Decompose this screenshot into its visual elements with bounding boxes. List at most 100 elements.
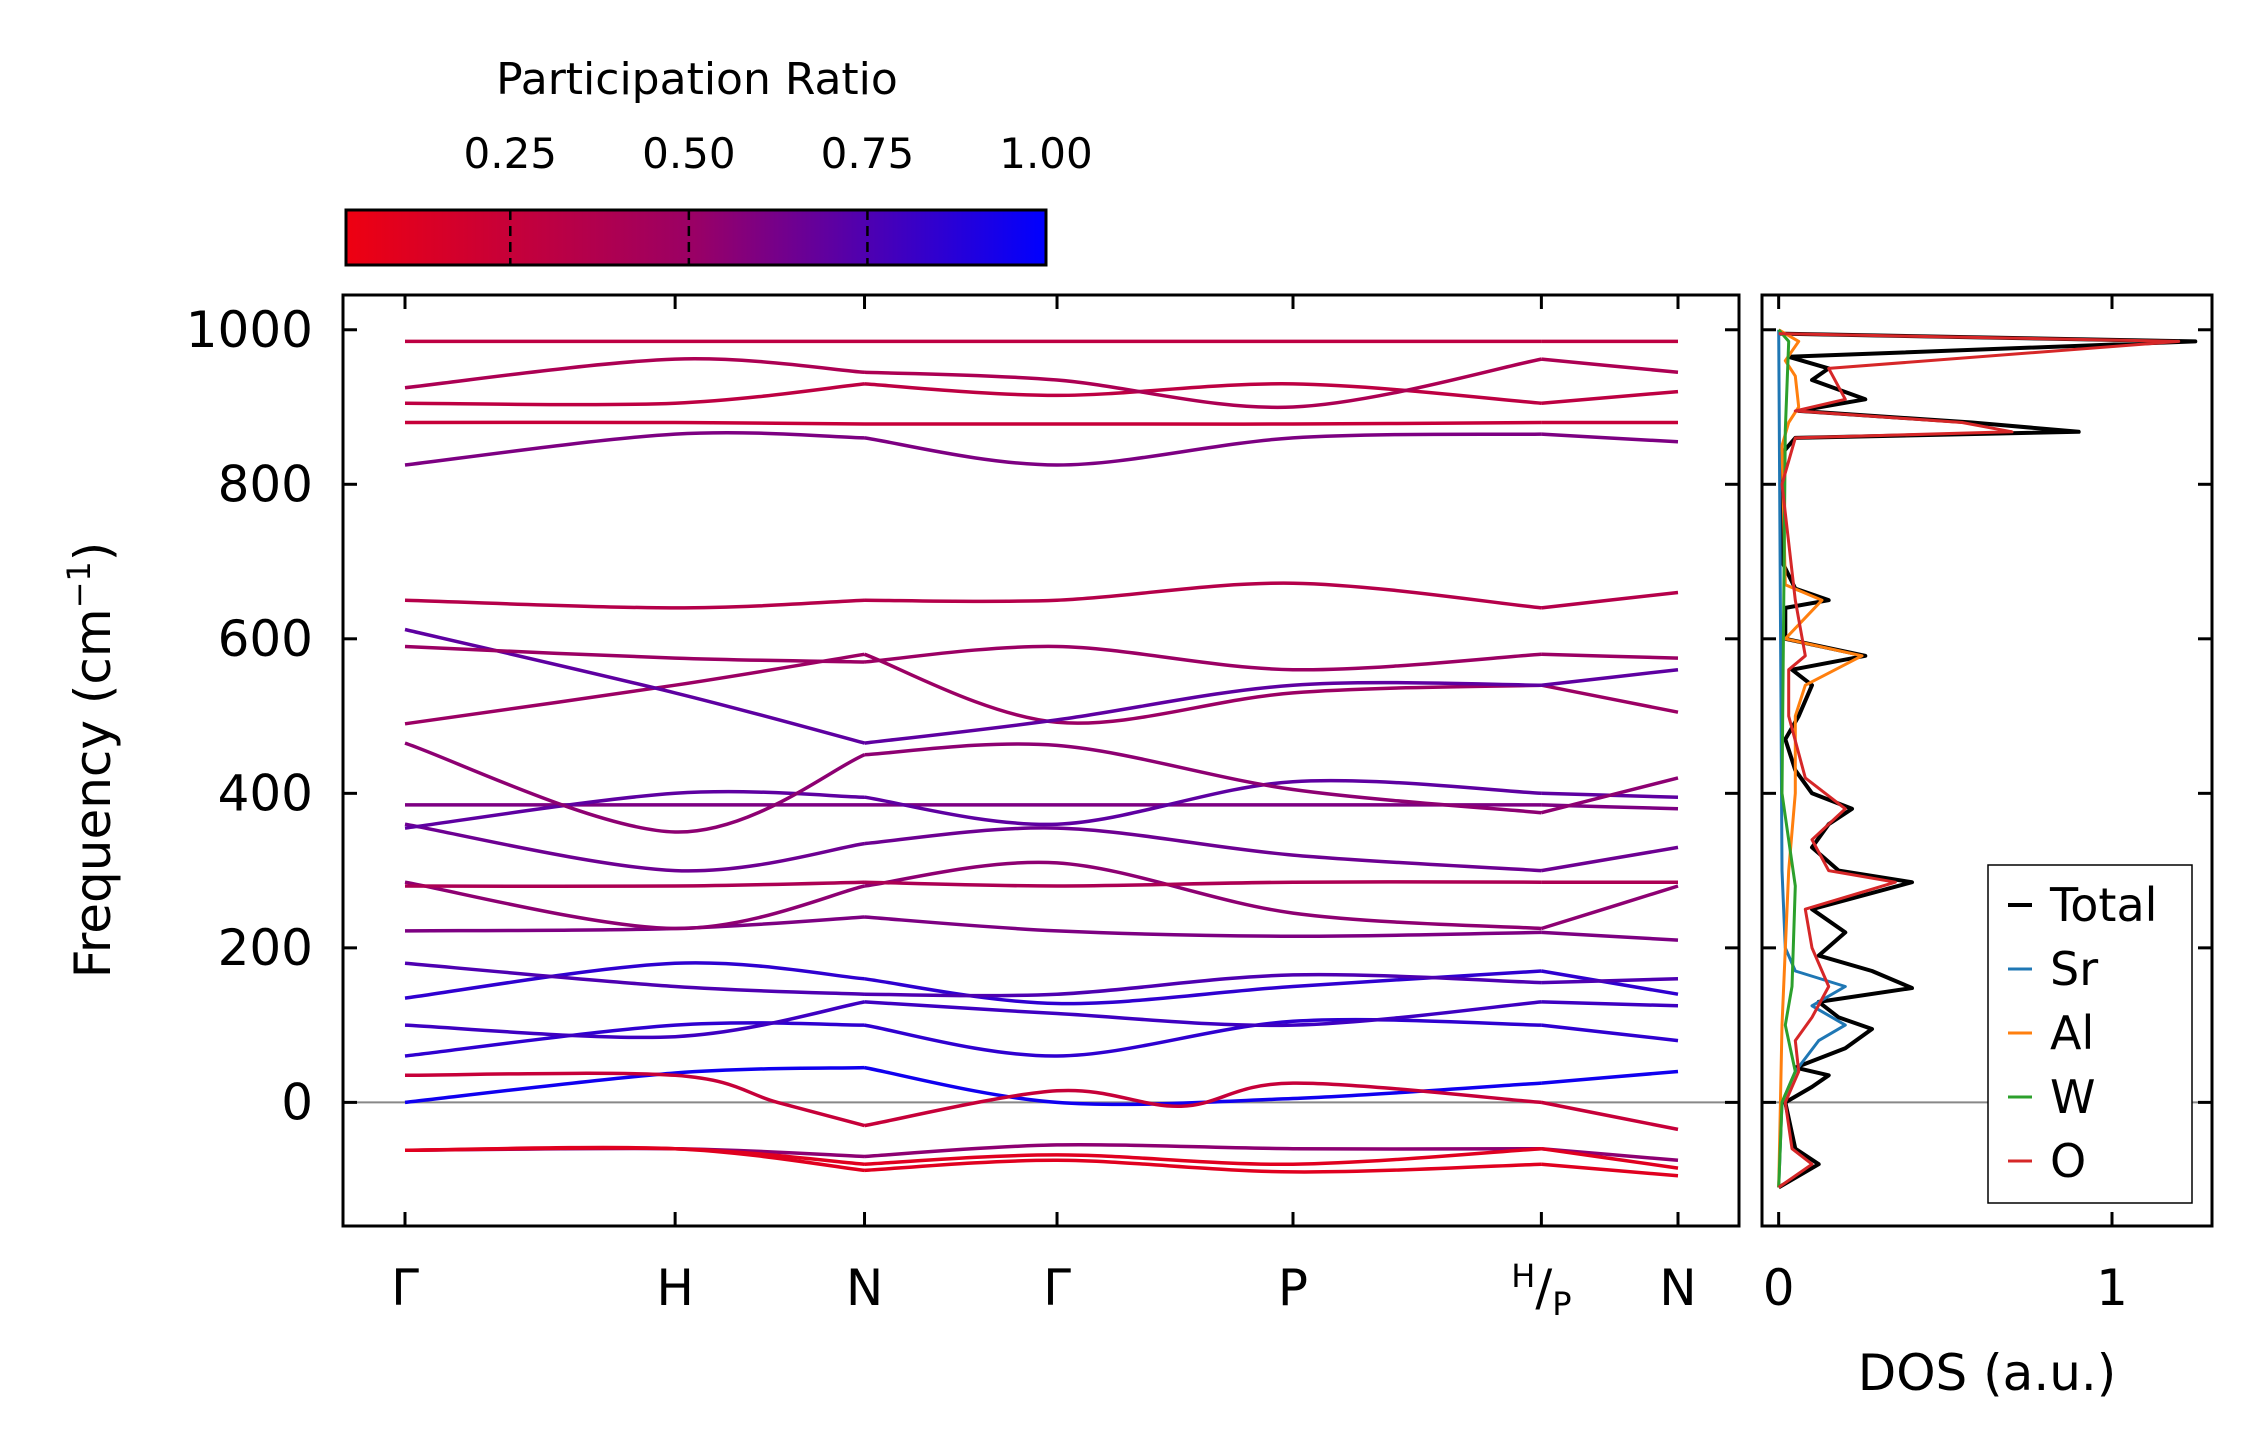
dos-series-w xyxy=(1777,328,1797,1188)
band-19-seg-2 xyxy=(1541,652,1679,660)
colorbar-label: Participation Ratio xyxy=(496,54,898,105)
colorbar: Participation Ratio 0.25 0.50 0.75 1.00 xyxy=(344,54,1093,267)
band-9-seg-2 xyxy=(1541,977,1679,985)
legend-label-sr: Sr xyxy=(2050,942,2098,996)
y-tick-label-0: 0 xyxy=(281,1073,313,1131)
y-tick-label-5: 1000 xyxy=(186,301,313,359)
k-label-4: P xyxy=(1278,1259,1308,1317)
y-tick-label-1: 200 xyxy=(218,919,313,977)
colorbar-tick-label-2: 0.75 xyxy=(821,129,915,178)
band-18-seg-2 xyxy=(1541,667,1679,687)
dos-series-total xyxy=(1777,331,2198,1190)
band-7-seg-1 xyxy=(864,1000,1542,1028)
band-3-seg-0 xyxy=(404,1145,865,1173)
legend-label-total: Total xyxy=(2049,878,2157,932)
band-24-seg-2 xyxy=(1541,357,1679,375)
dos-series-o xyxy=(1777,332,2181,1189)
band-18-seg-0 xyxy=(404,627,865,745)
band-19-seg-1 xyxy=(864,644,1542,672)
band-20-seg-2 xyxy=(1541,590,1679,610)
legend-label-al: Al xyxy=(2050,1006,2094,1060)
band-12-seg-0 xyxy=(404,880,865,889)
band-3-seg-1 xyxy=(864,1158,1542,1174)
colorbar-gradient xyxy=(344,208,1048,267)
band-12-seg-1 xyxy=(864,880,1542,888)
band-15-seg-1 xyxy=(864,778,1542,827)
band-4-seg-2 xyxy=(1541,1069,1679,1085)
band-17-seg-0 xyxy=(404,652,865,726)
band-22-seg-1 xyxy=(864,420,1542,426)
band-21-seg-1 xyxy=(864,432,1542,467)
band-2-seg-2 xyxy=(1541,1146,1679,1170)
band-22-seg-0 xyxy=(404,420,865,426)
band-15-seg-0 xyxy=(404,789,865,830)
k-label-2: N xyxy=(846,1259,883,1317)
band-20-seg-1 xyxy=(864,581,1542,610)
band-24-seg-1 xyxy=(864,357,1542,410)
band-16-seg-1 xyxy=(864,742,1542,815)
band-14-seg-2 xyxy=(1541,803,1679,811)
k-label-5: H/P xyxy=(1511,1257,1571,1323)
dos-x-tick-label-1: 1 xyxy=(2096,1259,2128,1317)
band-2-seg-1 xyxy=(864,1146,1542,1167)
k-label-0: Γ xyxy=(391,1259,419,1317)
colorbar-tick-label-0: 0.25 xyxy=(464,129,558,178)
band-9-seg-1 xyxy=(864,972,1542,998)
band-4-seg-1 xyxy=(864,1065,1542,1107)
x-axis-label-dos: DOS (a.u.) xyxy=(1858,1344,2117,1402)
k-label-1: H xyxy=(656,1259,694,1317)
band-21-seg-0 xyxy=(404,430,865,467)
k-label-3: Γ xyxy=(1043,1259,1071,1317)
band-18-seg-1 xyxy=(864,680,1542,745)
dos-x-tick-label-0: 0 xyxy=(1763,1259,1795,1317)
band-24-seg-0 xyxy=(404,357,865,390)
band-11-seg-1 xyxy=(864,860,1542,931)
y-tick-label-2: 400 xyxy=(218,764,313,822)
band-6-seg-1 xyxy=(864,1017,1542,1058)
dos-legend: Total Sr Al WO xyxy=(1987,864,2193,1204)
band-23-seg-2 xyxy=(1541,389,1679,405)
band-13-seg-0 xyxy=(404,822,865,873)
band-8-seg-1 xyxy=(864,969,1542,1006)
band-13-seg-1 xyxy=(864,826,1542,873)
band-20-seg-0 xyxy=(404,598,865,610)
band-11-seg-2 xyxy=(1540,884,1679,931)
band-17-seg-2 xyxy=(1541,683,1679,714)
band-9-seg-0 xyxy=(404,961,865,996)
dos-panel: 0 1 DOS (a.u.) Total Sr Al WO xyxy=(1760,293,2214,1402)
band-7-seg-0 xyxy=(404,1000,865,1040)
band-10-seg-1 xyxy=(864,915,1542,939)
band-23-seg-0 xyxy=(404,382,865,407)
band-21-seg-2 xyxy=(1541,432,1679,444)
y-tick-label-4: 800 xyxy=(218,455,313,513)
band-17-seg-1 xyxy=(863,652,1542,725)
band-5-seg-1 xyxy=(864,1081,1542,1128)
band-16-seg-0 xyxy=(404,741,866,834)
band-6-seg-2 xyxy=(1541,1023,1679,1043)
band-11-seg-0 xyxy=(404,880,865,931)
band-6-seg-0 xyxy=(404,1021,865,1058)
band-16-seg-2 xyxy=(1540,776,1679,815)
y-axis-label: Frequency (cm−1) xyxy=(60,542,122,979)
band-10-seg-2 xyxy=(1541,930,1679,942)
y-tick-label-3: 600 xyxy=(218,610,313,668)
band-axes-frame xyxy=(341,293,1741,1228)
legend-label-o: O xyxy=(2050,1134,2086,1188)
dos-series-al xyxy=(1777,328,1864,1188)
band-5-seg-0 xyxy=(404,1071,865,1128)
dos-axes-frame xyxy=(1760,293,2214,1228)
legend-label-w: W xyxy=(2050,1070,2095,1124)
band-8-seg-2 xyxy=(1541,969,1679,996)
band-5-seg-2 xyxy=(1541,1100,1679,1132)
band-13-seg-2 xyxy=(1541,845,1679,873)
band-19-seg-0 xyxy=(404,644,865,664)
band-8-seg-0 xyxy=(404,961,865,1000)
band-3-seg-2 xyxy=(1541,1162,1679,1178)
band-23-seg-1 xyxy=(864,382,1542,405)
k-label-6: N xyxy=(1659,1259,1696,1317)
colorbar-tick-label-3: 1.00 xyxy=(999,129,1093,178)
y-axis-label-superscript: −1 xyxy=(60,561,98,608)
band-1-seg-1 xyxy=(864,1142,1542,1159)
band-7-seg-2 xyxy=(1541,1000,1679,1008)
